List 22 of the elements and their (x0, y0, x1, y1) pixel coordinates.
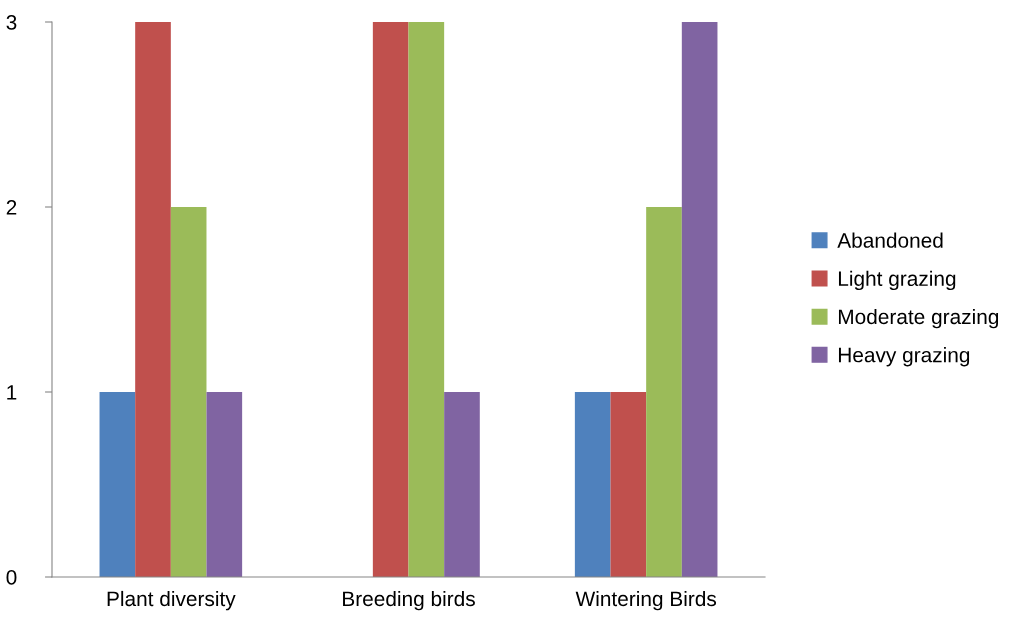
bar (408, 22, 445, 577)
bar (99, 392, 136, 577)
bar (646, 207, 682, 577)
legend-label: Moderate grazing (838, 308, 999, 329)
legend-label: Heavy grazing (838, 347, 970, 367)
bar (372, 22, 409, 577)
x-tick-label: Breeding birds (343, 590, 475, 611)
y-tick-label: 1 (7, 385, 17, 400)
y-tick-label: 3 (6, 15, 17, 30)
bar (170, 207, 207, 577)
x-tick-label: Wintering Birds (575, 590, 717, 611)
bar (610, 392, 647, 577)
legend-label: Light grazing (838, 270, 956, 291)
bar (135, 22, 171, 577)
bar (444, 392, 480, 577)
bar (206, 392, 243, 577)
y-tick-label: 0 (6, 570, 17, 585)
bar (574, 392, 611, 577)
bar (681, 22, 718, 577)
legend-label: Abandoned (837, 232, 943, 248)
y-tick-label: 2 (6, 200, 17, 215)
x-tick-label: Plant diversity (107, 590, 236, 611)
